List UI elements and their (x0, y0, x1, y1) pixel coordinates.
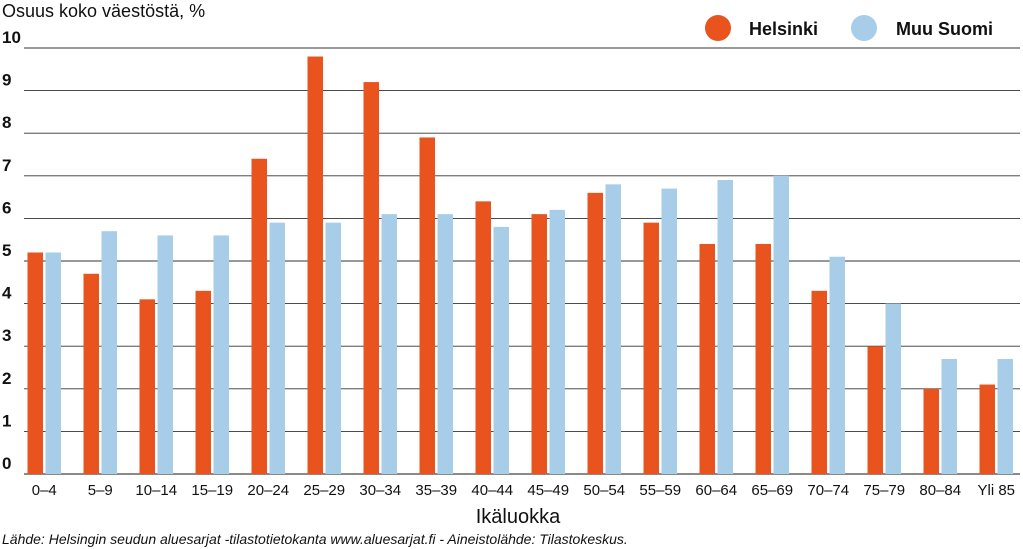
bar-helsinki (475, 201, 491, 475)
gridlines (24, 47, 1020, 475)
x-tick-label: 80–84 (919, 482, 961, 499)
bar-muu-suomi (717, 180, 733, 474)
bar-helsinki (699, 243, 715, 474)
bar-helsinki (811, 290, 827, 474)
x-tick-labels: 0–4 5–9 10–14 15–19 20–24 25–29 30–34 35–39 40–4… (32, 482, 1015, 499)
bar-helsinki (307, 56, 323, 475)
y-tick-label: 7 (2, 156, 11, 175)
source-note: Lähde: Helsingin seudun aluesarjat -tila… (2, 531, 628, 547)
bar-helsinki (83, 273, 99, 474)
bar-muu-suomi (885, 303, 901, 474)
x-tick-label: 0–4 (32, 482, 57, 499)
bar-helsinki (643, 222, 659, 474)
bar-helsinki (363, 82, 379, 474)
x-tick-label: 5–9 (88, 482, 113, 499)
bar-muu-suomi (997, 358, 1013, 474)
x-tick-label: 50–54 (583, 482, 625, 499)
x-tick-label: 20–24 (247, 482, 289, 499)
y-tick-label: 9 (2, 71, 11, 90)
x-tick-label: 75–79 (863, 482, 905, 499)
x-tick-label: 35–39 (415, 482, 457, 499)
bar-helsinki (195, 290, 211, 474)
legend-label: Muu Suomi (896, 19, 993, 39)
bars (27, 56, 1013, 475)
bar-muu-suomi (213, 235, 229, 474)
bar-muu-suomi (157, 235, 173, 474)
bar-muu-suomi (773, 175, 789, 475)
y-tick-label: 5 (2, 241, 11, 260)
y-axis-label: Osuus koko väestöstä, % (2, 1, 205, 21)
y-tick-labels: 0 1 2 3 4 5 6 7 8 9 10 (2, 28, 21, 473)
y-tick-label: 0 (2, 454, 11, 473)
x-tick-label: 65–69 (751, 482, 793, 499)
x-tick-label: 30–34 (359, 482, 401, 499)
x-axis-label: Ikäluokka (476, 506, 561, 528)
x-tick-label: 55–59 (639, 482, 681, 499)
y-tick-label: 2 (2, 369, 11, 388)
bar-muu-suomi (437, 214, 453, 474)
bar-muu-suomi (493, 226, 509, 474)
bar-muu-suomi (269, 222, 285, 474)
bar-muu-suomi (605, 184, 621, 474)
legend-swatch (851, 15, 877, 41)
bar-helsinki (867, 346, 883, 474)
x-tick-label: 45–49 (527, 482, 569, 499)
bar-helsinki (251, 158, 267, 474)
bar-muu-suomi (101, 231, 117, 474)
y-tick-label: 1 (2, 411, 11, 430)
y-tick-label: 3 (2, 326, 11, 345)
y-tick-label: 4 (2, 284, 12, 303)
bar-helsinki (979, 384, 995, 474)
x-tick-label: 60–64 (695, 482, 737, 499)
x-tick-label: 25–29 (303, 482, 345, 499)
legend: Helsinki Muu Suomi (705, 15, 993, 41)
legend-label: Helsinki (749, 19, 818, 39)
bar-helsinki (587, 192, 603, 474)
bar-muu-suomi (829, 256, 845, 474)
bar-helsinki (419, 137, 435, 474)
bar-muu-suomi (549, 209, 565, 474)
bar-helsinki (755, 243, 771, 474)
bar-muu-suomi (325, 222, 341, 474)
x-tick-label: Yli 85 (977, 482, 1015, 499)
x-tick-label: 10–14 (135, 482, 177, 499)
y-tick-label: 8 (2, 113, 11, 132)
bar-muu-suomi (941, 358, 957, 474)
y-tick-label: 10 (2, 28, 21, 47)
bar-helsinki (923, 388, 939, 474)
x-tick-label: 40–44 (471, 482, 513, 499)
x-tick-label: 70–74 (807, 482, 849, 499)
bar-helsinki (531, 214, 547, 474)
bar-helsinki (27, 252, 43, 474)
bar-helsinki (139, 299, 155, 474)
legend-swatch (705, 15, 731, 41)
x-tick-label: 15–19 (191, 482, 233, 499)
bar-muu-suomi (45, 252, 61, 474)
bar-muu-suomi (381, 214, 397, 474)
bar-muu-suomi (661, 188, 677, 474)
y-tick-label: 6 (2, 198, 11, 217)
